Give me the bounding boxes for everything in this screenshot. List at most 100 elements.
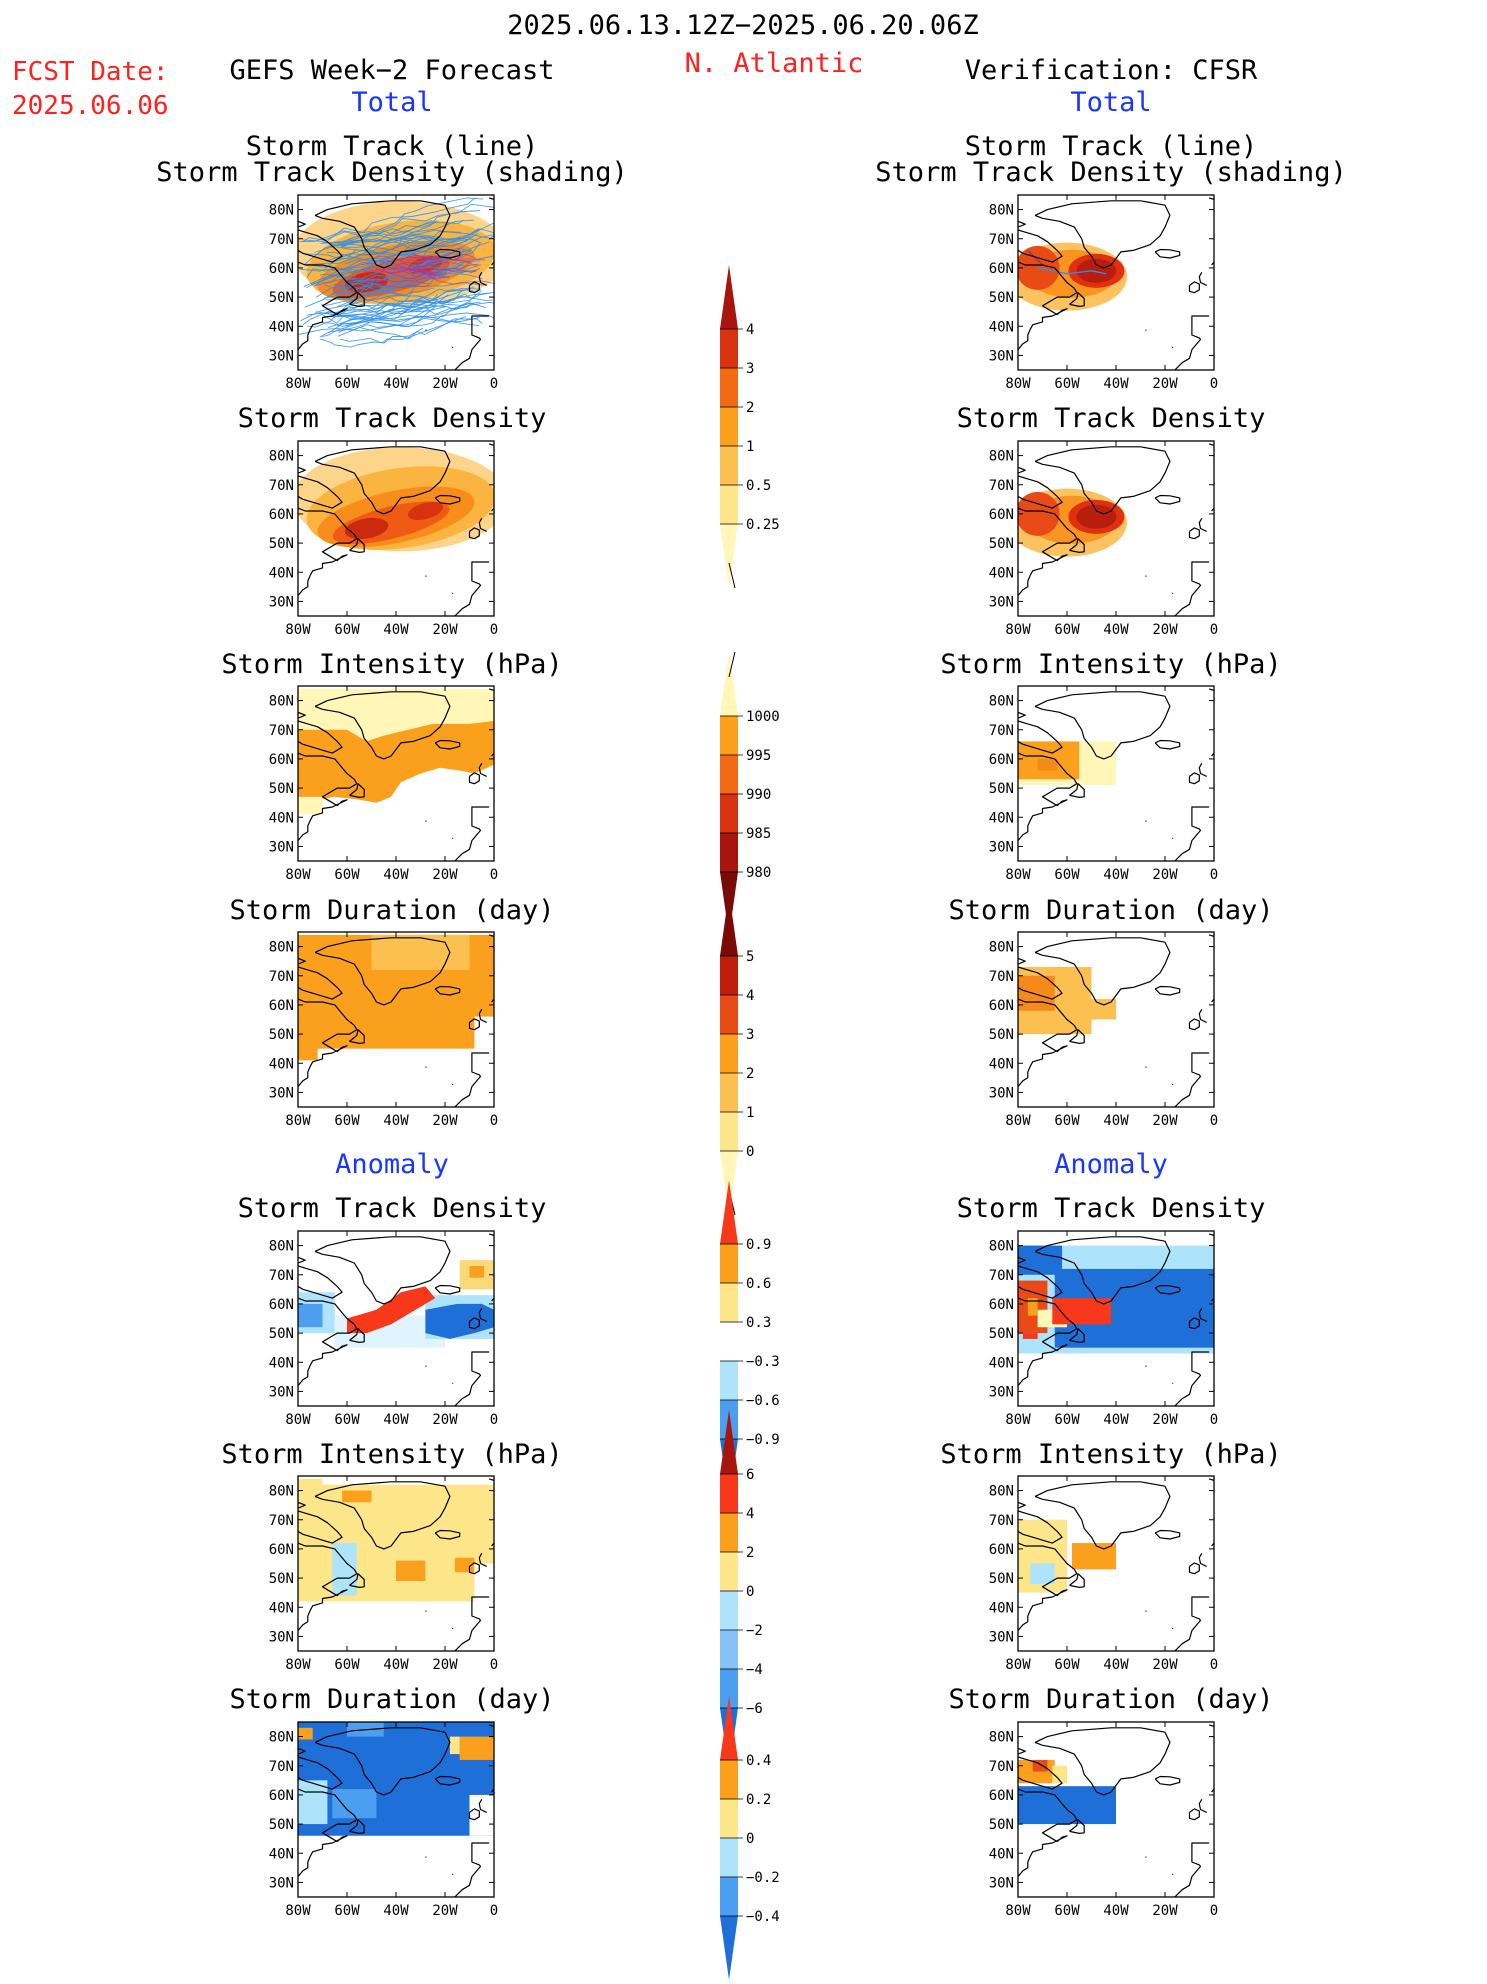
lat-tick-label: 40N (989, 1846, 1014, 1862)
lat-tick-label: 50N (269, 1571, 294, 1587)
lon-tick-label: 0 (490, 1903, 498, 1919)
lon-tick-label: 20W (1152, 376, 1178, 392)
map-shading (298, 1478, 494, 1651)
lat-tick-label: 30N (989, 348, 1014, 364)
panel-title-obs-intensity-anom: Storm Intensity (hPa) (940, 1439, 1282, 1470)
panel-title-obs-density-anom: Storm Track Density (956, 1193, 1266, 1224)
map-shading (298, 934, 494, 1107)
lat-tick-label: 60N (989, 507, 1014, 523)
lon-tick-label: 40W (383, 867, 409, 883)
panel-title-fcst-intensity: Storm Intensity (hPa) (221, 649, 563, 680)
panel-title-obs-duration-anom: Storm Duration (day) (948, 1684, 1274, 1715)
right-total-label: Total (1070, 87, 1152, 118)
lon-tick-label: 80W (1005, 867, 1031, 883)
lon-tick-label: 80W (285, 376, 311, 392)
lon-tick-label: 60W (1054, 1113, 1080, 1129)
colorbar-label: 1000 (746, 709, 780, 725)
lat-tick-label: 80N (269, 449, 294, 465)
lat-tick-label: 60N (269, 261, 294, 277)
lat-tick-label: 40N (269, 1355, 294, 1371)
lat-tick-label: 40N (269, 1600, 294, 1616)
map-shading (298, 1722, 494, 1897)
lat-tick-label: 30N (269, 594, 294, 610)
lon-tick-label: 20W (432, 376, 458, 392)
colorbar-duration-anom: 0.4 0.2 0 −0.2 −0.4 (720, 1696, 800, 1984)
obs-duration-map: 80N 70N 60N 50N 40N 30N 80W 60W 40W 20W 0 (973, 931, 1229, 1141)
lon-tick-label: 0 (1210, 1113, 1218, 1129)
lat-tick-label: 70N (269, 232, 294, 248)
colorbar-label: −0.2 (746, 1870, 780, 1886)
lat-tick-label: 30N (989, 594, 1014, 610)
colorbar-label: 1 (746, 1105, 754, 1121)
map-shading (298, 688, 494, 861)
left-anomaly-label: Anomaly (335, 1149, 449, 1180)
right-anomaly-label: Anomaly (1054, 1149, 1168, 1180)
lon-tick-label: 40W (1103, 622, 1129, 638)
panel-title-fcst-density: Storm Track Density (237, 403, 547, 434)
lat-tick-label: 60N (989, 998, 1014, 1014)
lon-tick-label: 60W (334, 1412, 360, 1428)
lon-tick-label: 20W (432, 622, 458, 638)
lon-tick-label: 20W (1152, 622, 1178, 638)
lon-tick-label: 40W (1103, 376, 1129, 392)
panel-title-fcst-density-anom: Storm Track Density (237, 1193, 547, 1224)
lon-tick-label: 80W (1005, 1903, 1031, 1919)
obs-intensity-anom-map: 80N 70N 60N 50N 40N 30N 80W 60W 40W 20W 0 (973, 1475, 1229, 1685)
lon-tick-label: 80W (1005, 1657, 1031, 1673)
lon-tick-label: 0 (1210, 1903, 1218, 1919)
lat-tick-label: 80N (989, 1239, 1014, 1255)
map-shading (1018, 1478, 1214, 1651)
colorbar-label: −0.3 (746, 1354, 780, 1370)
lon-tick-label: 60W (1054, 1657, 1080, 1673)
lon-tick-label: 0 (1210, 867, 1218, 883)
lon-tick-label: 0 (490, 1113, 498, 1129)
colorbar-label: 0.25 (746, 517, 780, 533)
lat-tick-label: 70N (269, 1268, 294, 1284)
map-shading (1018, 1233, 1214, 1406)
lat-tick-label: 30N (989, 1085, 1014, 1101)
map-shading (1018, 1724, 1214, 1897)
fcst-duration-anom-map: 80N 70N 60N 50N 40N 30N 80W 60W 40W 20W 0 (253, 1721, 509, 1931)
lat-tick-label: 70N (989, 478, 1014, 494)
lon-tick-label: 40W (1103, 1113, 1129, 1129)
lat-tick-label: 80N (989, 940, 1014, 956)
lon-tick-label: 80W (285, 1657, 311, 1673)
colorbar-label: 1 (746, 439, 754, 455)
colorbar-label: 0.9 (746, 1237, 771, 1253)
lat-tick-label: 60N (989, 752, 1014, 768)
lat-tick-label: 50N (989, 1571, 1014, 1587)
colorbar-label: −0.4 (746, 1909, 780, 1925)
lat-tick-label: 80N (269, 1239, 294, 1255)
colorbar-label: 0.2 (746, 1792, 771, 1808)
lat-tick-label: 50N (989, 536, 1014, 552)
colorbar-label: 990 (746, 787, 771, 803)
colorbar-duration: 5 4 3 2 1 0 (720, 892, 800, 1219)
map-shading (298, 1233, 494, 1406)
fcst-duration-map: 80N 70N 60N 50N 40N 30N 80W 60W 40W 20W 0 (253, 931, 509, 1141)
lat-tick-label: 80N (989, 203, 1014, 219)
lon-tick-label: 60W (334, 867, 360, 883)
lat-tick-label: 60N (989, 1788, 1014, 1804)
lon-tick-label: 20W (1152, 1903, 1178, 1919)
lon-tick-label: 40W (1103, 1657, 1129, 1673)
obs-density-anom-map: 80N 70N 60N 50N 40N 30N 80W 60W 40W 20W 0 (973, 1230, 1229, 1440)
fcst-track-density-map: 80N 70N 60N 50N 40N 30N 80W 60W 40W 20W 0 (253, 440, 509, 650)
lon-tick-label: 20W (432, 1412, 458, 1428)
lat-tick-label: 40N (269, 1846, 294, 1862)
lon-tick-label: 60W (1054, 376, 1080, 392)
colorbar-label: 995 (746, 748, 771, 764)
fcst-intensity-anom-map: 80N 70N 60N 50N 40N 30N 80W 60W 40W 20W 0 (253, 1475, 509, 1685)
panel-title-obs-intensity: Storm Intensity (hPa) (940, 649, 1282, 680)
lon-tick-label: 40W (1103, 867, 1129, 883)
lat-tick-label: 30N (989, 1629, 1014, 1645)
lon-tick-label: 40W (383, 1113, 409, 1129)
lon-tick-label: 80W (1005, 1113, 1031, 1129)
lon-tick-label: 80W (285, 622, 311, 638)
lat-tick-label: 40N (989, 319, 1014, 335)
colorbar-label: 5 (746, 949, 754, 965)
lon-tick-label: 0 (1210, 1412, 1218, 1428)
lat-tick-label: 80N (989, 694, 1014, 710)
colorbar-label: −2 (746, 1623, 763, 1639)
colorbar-label: 0.4 (746, 1753, 771, 1769)
lon-tick-label: 80W (1005, 376, 1031, 392)
